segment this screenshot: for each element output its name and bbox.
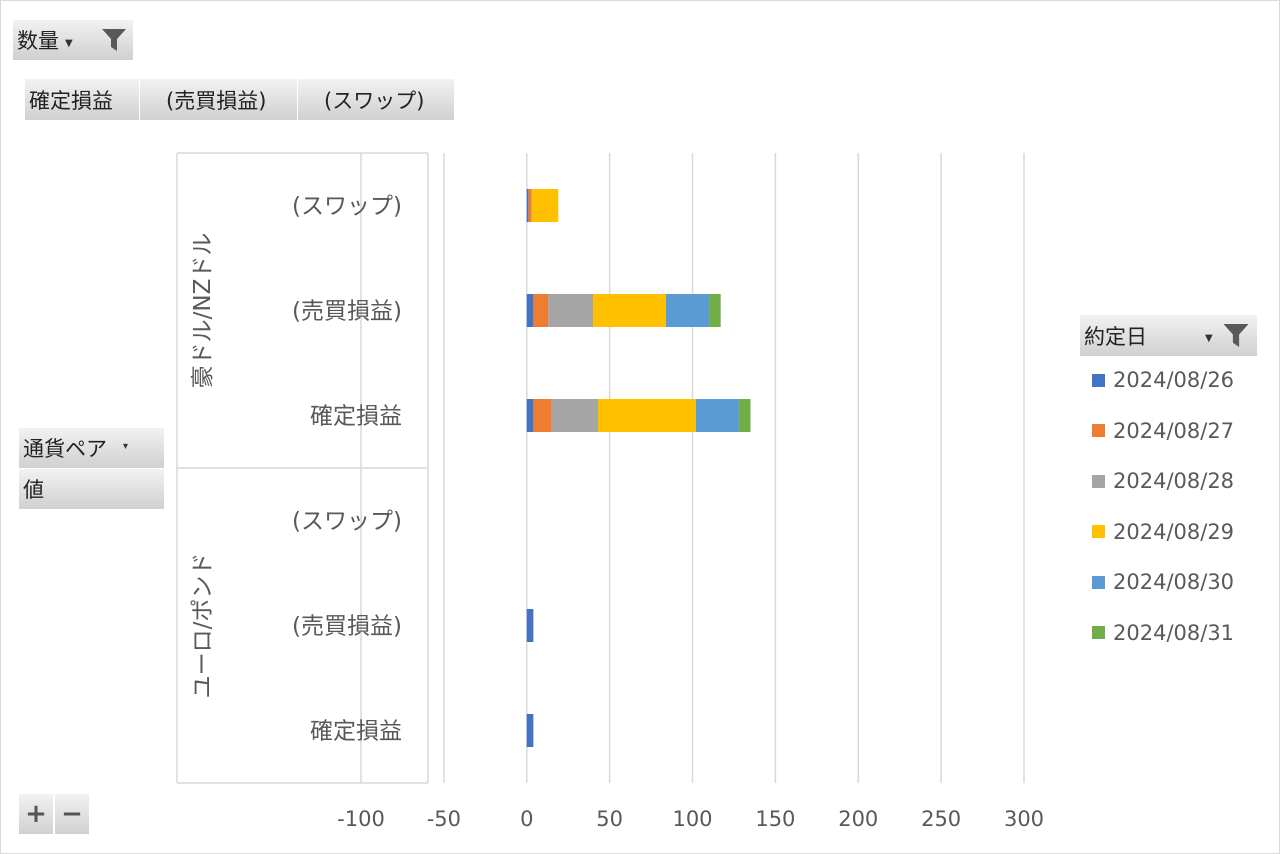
legend-label: 2024/08/28 [1113, 469, 1235, 493]
legend-swatch [1092, 424, 1105, 437]
bar-segment [548, 294, 594, 327]
axis-field-button[interactable]: 通貨ペア ▾ [19, 428, 165, 468]
legend-swatch [1092, 474, 1105, 488]
legend-field-label: 約定日 [1084, 324, 1147, 349]
legend-item: 2024/08/27 [1092, 419, 1234, 443]
filter-funnel-icon [1223, 324, 1249, 347]
legend-label: 2024/08/29 [1113, 519, 1235, 544]
legend-label: 2024/08/27 [1113, 418, 1235, 443]
bar-segment [531, 189, 559, 222]
bar-segment [695, 399, 739, 432]
axis-field-label: 通貨ペア [23, 437, 107, 461]
legend-item: 2024/08/28 [1092, 469, 1234, 493]
x-tick-label: -100 [337, 807, 385, 831]
bar-segment [738, 399, 751, 432]
legend-field-button[interactable]: 約定日 ▼ [1080, 315, 1258, 356]
expand-field-button[interactable]: + [19, 794, 53, 834]
dropdown-arrow-icon: ▼ [65, 37, 73, 49]
x-tick-label: 100 [672, 807, 712, 831]
category-label: (スワップ) [292, 509, 402, 535]
report-filter-button[interactable]: 数量 ▼ [13, 20, 134, 60]
category-label: 確定損益 [310, 719, 402, 745]
bar-segment [533, 294, 549, 327]
category-label: (売買損益) [292, 299, 402, 325]
value-field-label: (売買損益) [166, 88, 267, 113]
values-field-button[interactable]: 値 [19, 469, 165, 509]
legend-swatch [1092, 626, 1105, 639]
minus-icon: − [61, 799, 83, 829]
bar-segment [598, 399, 696, 432]
bar-segment [526, 294, 534, 327]
category-label: 確定損益 [310, 404, 402, 430]
x-tick-label: 200 [838, 807, 878, 831]
legend-item: 2024/08/30 [1092, 570, 1234, 594]
bar-segment [526, 189, 529, 222]
dropdown-arrow-icon: ▼ [1205, 333, 1213, 344]
legend-swatch [1092, 525, 1105, 538]
value-field-label: 確定損益 [29, 88, 113, 113]
bar-segment [528, 189, 532, 222]
legend-item: 2024/08/31 [1092, 621, 1234, 645]
bar-segment [526, 714, 534, 747]
legend-label: 2024/08/31 [1113, 620, 1235, 645]
x-tick-label: 0 [520, 807, 533, 831]
report-filter-label: 数量 [17, 29, 59, 53]
dropdown-arrow-icon: ▾ [123, 440, 129, 452]
bar-segment [526, 399, 534, 432]
x-tick-label: 150 [755, 807, 795, 831]
legend-item: 2024/08/29 [1092, 520, 1234, 544]
legend-swatch [1092, 373, 1105, 387]
category-label: (スワップ) [292, 194, 402, 220]
collapse-field-button[interactable]: − [55, 794, 89, 834]
value-field-button-realized[interactable]: 確定損益 [25, 79, 140, 120]
legend-item: 2024/08/26 [1092, 368, 1234, 392]
value-field-button-trading[interactable]: (売買損益) [140, 79, 298, 120]
bar-segment [551, 399, 599, 432]
category-group-label: 豪ドル/NZドル [190, 233, 216, 389]
category-group-label: ユーロ/ポンド [190, 553, 216, 699]
value-field-label: (スワップ) [324, 88, 425, 113]
legend-swatch [1092, 575, 1105, 589]
bar-segment [665, 294, 710, 327]
x-tick-label: 250 [921, 807, 961, 831]
plus-icon: + [25, 799, 47, 829]
x-tick-label: 300 [1004, 807, 1044, 831]
x-tick-label: 50 [596, 807, 623, 831]
bar-segment [533, 399, 552, 432]
category-label: (売買損益) [292, 614, 402, 640]
legend-label: 2024/08/30 [1113, 570, 1235, 594]
x-tick-label: -50 [427, 807, 461, 831]
legend-label: 2024/08/26 [1113, 368, 1235, 392]
values-field-label: 値 [23, 478, 44, 502]
bar-segment [526, 609, 534, 642]
bar-segment [593, 294, 666, 327]
filter-funnel-icon [102, 29, 126, 51]
bar-segment [709, 294, 721, 327]
value-field-button-swap[interactable]: (スワップ) [298, 79, 455, 120]
